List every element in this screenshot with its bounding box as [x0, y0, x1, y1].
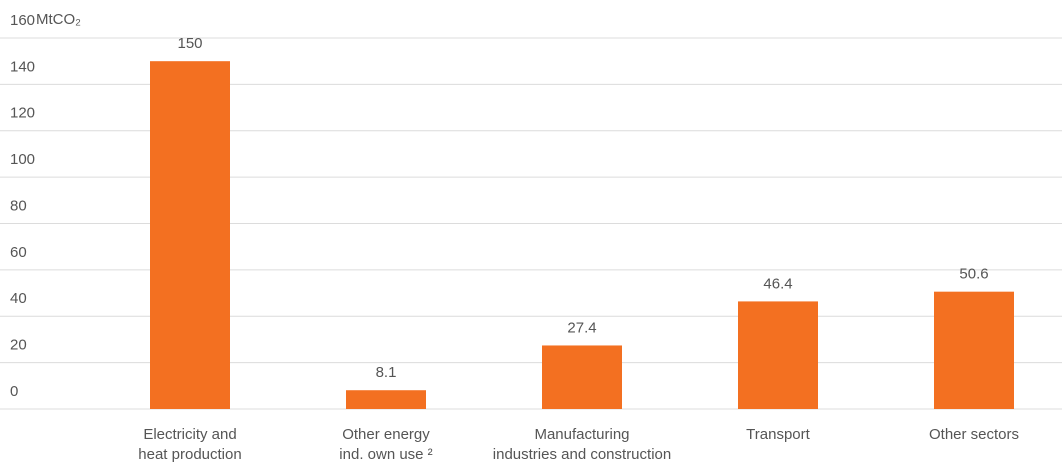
y-tick-label: 20: [10, 337, 27, 354]
y-tick-label: 60: [10, 244, 27, 261]
y-tick-label: 40: [10, 290, 27, 307]
y-tick-label: 140: [10, 58, 35, 75]
y-tick-label: 0: [10, 383, 18, 400]
y-axis-label: MtCO₂: [36, 11, 81, 28]
x-tick-label: Electricity and: [143, 426, 236, 443]
x-tick-label: Manufacturing: [534, 426, 629, 443]
value-label: 50.6: [959, 266, 988, 283]
value-label: 150: [177, 35, 202, 52]
x-tick-label: Other energy: [342, 426, 430, 443]
bar: [738, 301, 818, 409]
value-label: 27.4: [567, 319, 596, 336]
x-tick-label: Transport: [746, 426, 810, 443]
bar: [150, 61, 230, 409]
bar: [346, 390, 426, 409]
x-tick-label: heat production: [138, 446, 241, 463]
y-tick-label: 80: [10, 197, 27, 214]
x-tick-label: Other sectors: [929, 426, 1019, 443]
value-label: 8.1: [376, 364, 397, 381]
x-tick-label: ind. own use ²: [339, 446, 432, 463]
y-tick-label: 160: [10, 12, 35, 29]
value-label: 46.4: [763, 275, 792, 292]
y-tick-label: 100: [10, 151, 35, 168]
y-tick-label: 120: [10, 105, 35, 122]
bar: [934, 291, 1014, 409]
bar: [542, 345, 622, 409]
x-tick-label: industries and construction: [493, 446, 671, 463]
